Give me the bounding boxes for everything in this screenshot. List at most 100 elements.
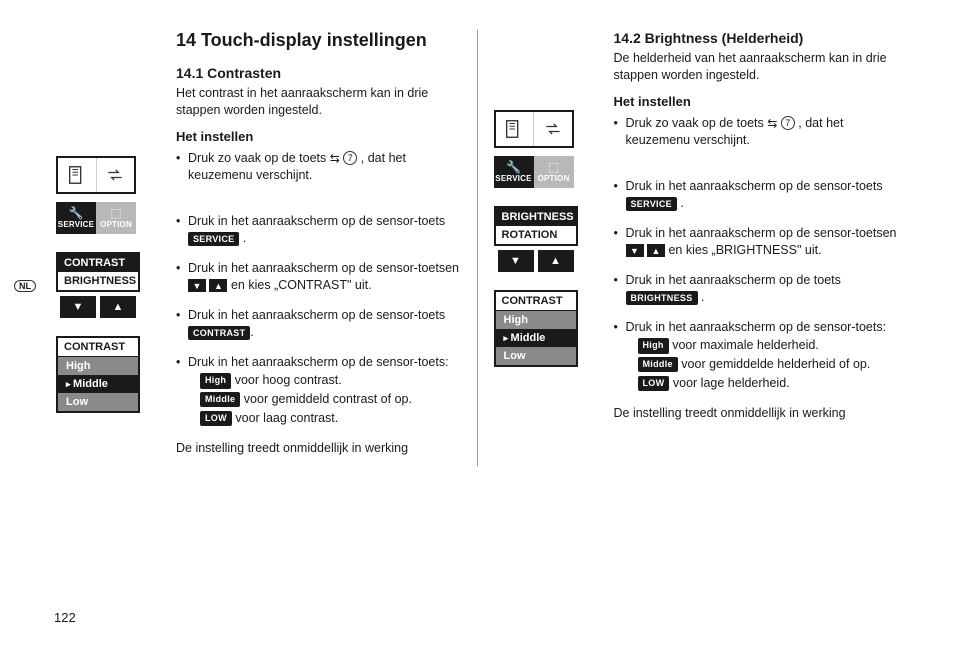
- arrow-up-icon: ▲: [209, 279, 227, 292]
- step-text: Druk in het aanraakscherm op de sensor-t…: [626, 226, 897, 240]
- device-panel-icon: [56, 156, 136, 194]
- service-pill: SERVICE: [626, 197, 677, 212]
- brightness-pill: BRIGHTNESS: [626, 291, 698, 306]
- service-button[interactable]: 🔧 SERVICE: [494, 156, 534, 188]
- arrows-icon: [534, 112, 572, 146]
- step-3: Druk in het aanraakscherm op de sensor-t…: [176, 260, 461, 295]
- step-2: Druk in het aanraakscherm op de sensor-t…: [614, 178, 899, 213]
- service-option-row: 🔧 SERVICE ⬚ OPTION: [56, 202, 136, 234]
- option-middle[interactable]: Middle: [58, 375, 138, 393]
- sub-text: voor lage helderheid.: [673, 376, 790, 390]
- step-text: Druk in het aanraakscherm op de toets: [626, 273, 841, 287]
- sub-option-middle: Middle voor gemiddelde helderheid of op.: [626, 355, 899, 374]
- list-header: CONTRAST: [58, 338, 138, 357]
- option-button[interactable]: ⬚ OPTION: [96, 202, 136, 234]
- sub-text: voor gemiddelde helderheid of op.: [681, 357, 870, 371]
- arrow-up-icon: ▲: [647, 244, 665, 257]
- step-text: Druk zo vaak op de toets: [188, 151, 330, 165]
- step-5: Druk in het aanraakscherm op de sensor-t…: [614, 319, 899, 393]
- instruction-list: Druk zo vaak op de toets ⇆ 7 , dat het k…: [176, 150, 461, 428]
- contrast-options-box: CONTRAST High Middle Low: [494, 290, 578, 367]
- arrow-down-icon: ▼: [188, 279, 206, 292]
- option-low[interactable]: Low: [58, 393, 138, 411]
- step-4: Druk in het aanraakscherm op de sensor-t…: [176, 307, 461, 342]
- contrast-options-box: CONTRAST High Middle Low: [56, 336, 140, 413]
- middle-pill: Middle: [638, 357, 678, 373]
- arrow-down-button[interactable]: ▼: [498, 250, 534, 272]
- ui-strip-right: 🔧 SERVICE ⬚ OPTION BRIGHTNESS ROTATION ▼…: [494, 30, 604, 466]
- arrow-down-button[interactable]: ▼: [60, 296, 96, 318]
- menu-item-brightness[interactable]: BRIGHTNESS: [496, 208, 576, 226]
- swap-icon: ⇆: [330, 151, 340, 165]
- service-label: SERVICE: [58, 220, 94, 229]
- intro-text: De helderheid van het aanraakscherm kan …: [614, 50, 899, 84]
- option-high[interactable]: High: [58, 357, 138, 375]
- wrench-icon: 🔧: [506, 161, 521, 173]
- menu-contrast-brightness: CONTRAST BRIGHTNESS: [56, 252, 140, 292]
- step-text: Druk in het aanraakscherm op de sensor-t…: [626, 320, 887, 334]
- service-label: SERVICE: [495, 174, 531, 183]
- high-pill: High: [638, 338, 669, 354]
- option-middle[interactable]: Middle: [496, 329, 576, 347]
- swap-icon: ⇆: [767, 116, 777, 130]
- het-instellen-heading: Het instellen: [614, 94, 899, 109]
- menu-brightness-rotation: BRIGHTNESS ROTATION: [494, 206, 578, 246]
- panel-icon: [496, 112, 535, 146]
- mft-icon: ⬚: [548, 161, 559, 173]
- step-text: Druk in het aanraakscherm op de sensor-t…: [188, 355, 449, 369]
- locale-badge: NL: [14, 280, 36, 292]
- instruction-list: Druk zo vaak op de toets ⇆ 7 , dat het k…: [614, 115, 899, 393]
- sub-text: voor laag contrast.: [235, 411, 338, 425]
- menu-item-rotation[interactable]: ROTATION: [496, 226, 576, 244]
- step-3: Druk in het aanraakscherm op de sensor-t…: [614, 225, 899, 260]
- step-1: Druk zo vaak op de toets ⇆ 7 , dat het k…: [176, 150, 461, 185]
- page-number: 122: [54, 610, 76, 625]
- ui-strip-left: 🔧 SERVICE ⬚ OPTION CONTRAST BRIGHTNESS ▼…: [56, 30, 166, 466]
- option-button[interactable]: ⬚ OPTION: [534, 156, 574, 188]
- page-layout: 🔧 SERVICE ⬚ OPTION CONTRAST BRIGHTNESS ▼…: [40, 30, 914, 466]
- option-label: OPTION: [100, 220, 132, 229]
- sub-option-high: High voor hoog contrast.: [188, 371, 461, 390]
- column-right: 🔧 SERVICE ⬚ OPTION BRIGHTNESS ROTATION ▼…: [477, 30, 915, 466]
- menu-item-contrast[interactable]: CONTRAST: [58, 254, 138, 272]
- step-5: Druk in het aanraakscherm op de sensor-t…: [176, 354, 461, 428]
- step-2: Druk in het aanraakscherm op de sensor-t…: [176, 213, 461, 248]
- step-text: Druk in het aanraakscherm op de sensor-t…: [188, 261, 459, 275]
- step-text: Druk in het aanraakscherm op de sensor-t…: [626, 179, 883, 193]
- intro-text: Het contrast in het aanraakscherm kan in…: [176, 85, 461, 119]
- step-text: Druk in het aanraakscherm op de sensor-t…: [188, 214, 445, 228]
- step-text: Druk in het aanraakscherm op de sensor-t…: [188, 308, 445, 322]
- sub-text: voor hoog contrast.: [235, 373, 342, 387]
- circled-7: 7: [343, 151, 357, 165]
- option-high[interactable]: High: [496, 311, 576, 329]
- service-button[interactable]: 🔧 SERVICE: [56, 202, 96, 234]
- wrench-icon: 🔧: [69, 207, 84, 219]
- low-pill: LOW: [638, 376, 670, 392]
- arrow-down-icon: ▼: [626, 244, 644, 257]
- list-header: CONTRAST: [496, 292, 576, 311]
- high-pill: High: [200, 373, 231, 389]
- page-title: 14 Touch-display instellingen: [176, 30, 461, 51]
- outro-text: De instelling treedt onmiddellijk in wer…: [176, 440, 461, 457]
- sub-option-low: LOW voor laag contrast.: [188, 409, 461, 428]
- subheading-14-1: 14.1 Contrasten: [176, 65, 461, 81]
- text-right: 14.2 Brightness (Helderheid) De helderhe…: [604, 30, 899, 466]
- arrow-up-button[interactable]: ▲: [538, 250, 574, 272]
- sub-option-high: High voor maximale helderheid.: [626, 336, 899, 355]
- middle-pill: Middle: [200, 392, 240, 408]
- mft-icon: ⬚: [110, 207, 121, 219]
- step-4: Druk in het aanraakscherm op de toets BR…: [614, 272, 899, 307]
- step-text: Druk zo vaak op de toets: [626, 116, 768, 130]
- low-pill: LOW: [200, 411, 232, 427]
- menu-item-brightness[interactable]: BRIGHTNESS: [58, 272, 138, 290]
- service-option-row: 🔧 SERVICE ⬚ OPTION: [494, 156, 574, 188]
- arrow-up-button[interactable]: ▲: [100, 296, 136, 318]
- arrow-buttons: ▼ ▲: [494, 250, 578, 272]
- option-low[interactable]: Low: [496, 347, 576, 365]
- option-label: OPTION: [538, 174, 570, 183]
- sub-option-low: LOW voor lage helderheid.: [626, 374, 899, 393]
- het-instellen-heading: Het instellen: [176, 129, 461, 144]
- subheading-14-2: 14.2 Brightness (Helderheid): [614, 30, 899, 46]
- sub-option-middle: Middle voor gemiddeld contrast of op.: [188, 390, 461, 409]
- contrast-pill: CONTRAST: [188, 326, 250, 341]
